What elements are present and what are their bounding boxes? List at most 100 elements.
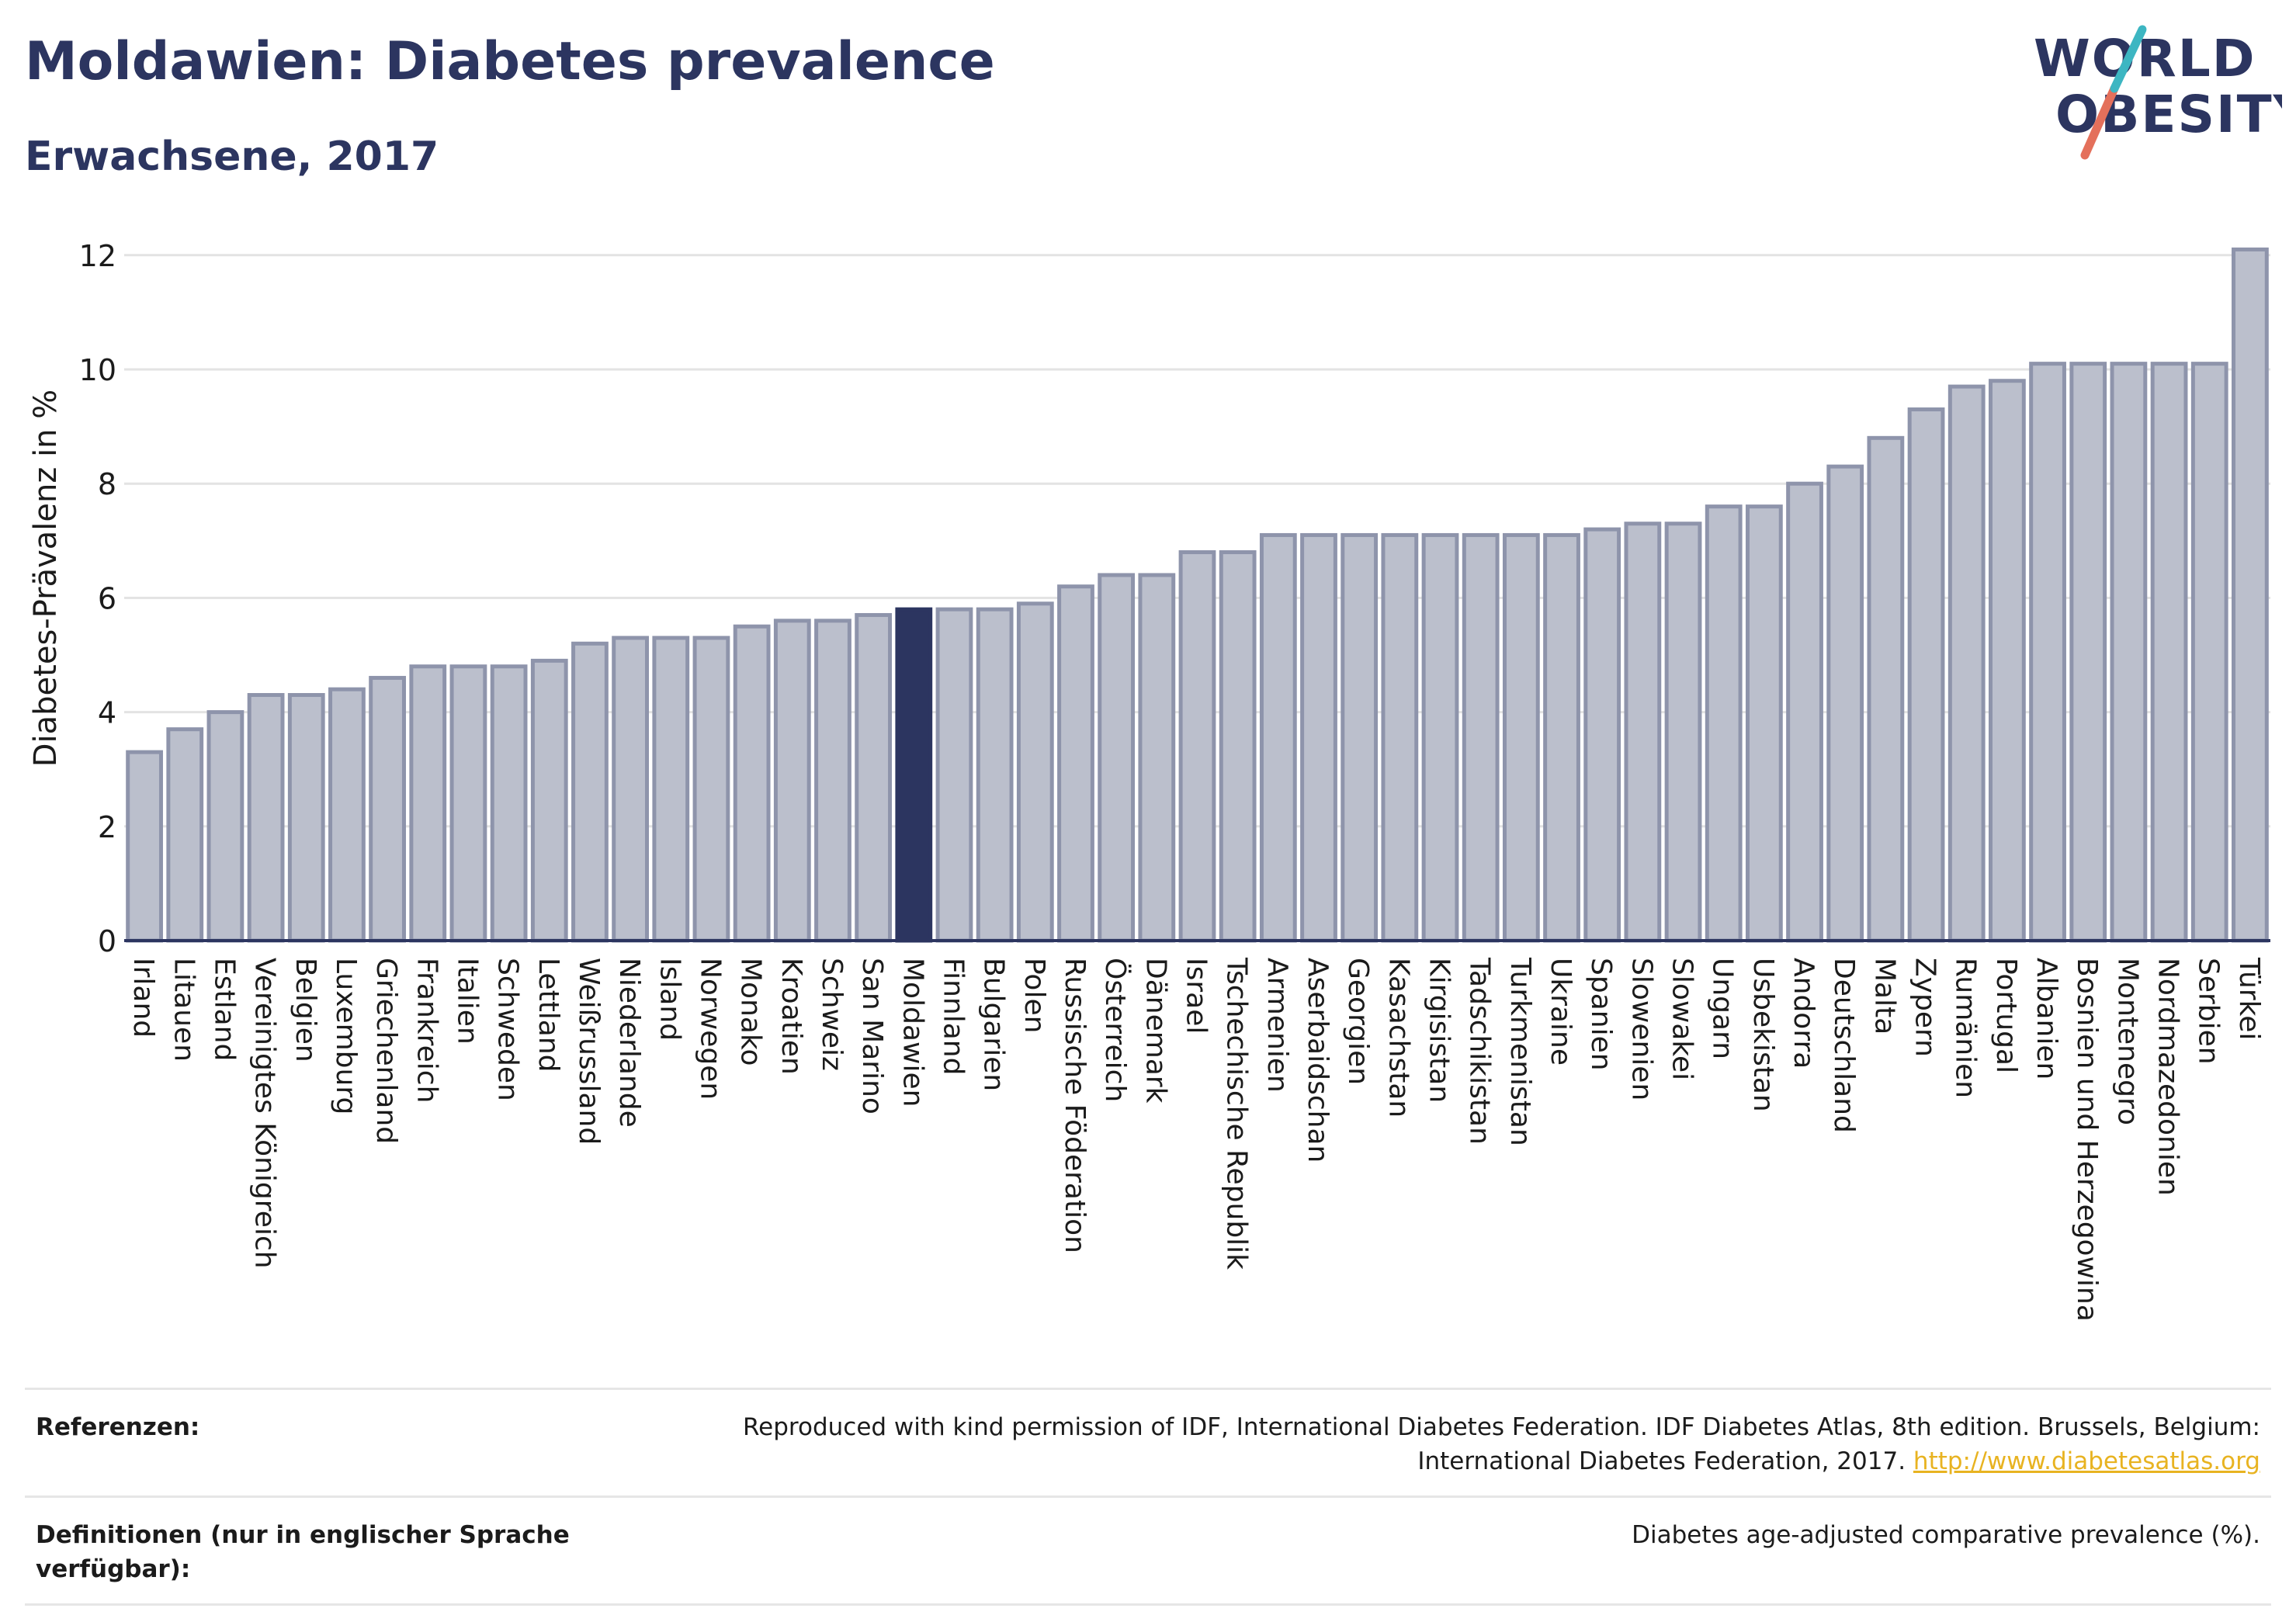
references-row: Referenzen: Reproduced with kind permiss…: [25, 1388, 2271, 1495]
bar-belgien[interactable]: [287, 693, 325, 943]
bar-kirgisistan[interactable]: [1421, 532, 1459, 943]
bar-russische-föderation[interactable]: [1057, 584, 1094, 943]
x-tick-label: Kirgisistan: [1424, 958, 1455, 1103]
bar-aserbaidschan[interactable]: [1300, 532, 1337, 943]
x-tick-label: Slowenien: [1625, 958, 1657, 1100]
x-tick-label: Dänemark: [1139, 958, 1171, 1104]
x-tick-label: San Marino: [856, 958, 888, 1114]
x-tick-label: Moldawien: [897, 958, 928, 1107]
bar-niederlande[interactable]: [612, 636, 650, 943]
bar-moldawien[interactable]: [895, 607, 933, 943]
bar-finnland[interactable]: [935, 607, 973, 943]
x-tick-label: Ungarn: [1707, 958, 1739, 1059]
x-tick-label: Tschechische Republik: [1221, 957, 1253, 1270]
y-tick-label: 10: [79, 353, 116, 387]
bar-frankreich[interactable]: [409, 664, 447, 943]
y-tick-label: 12: [79, 239, 116, 273]
x-tick-label: Griechenland: [370, 958, 402, 1144]
y-tick-label: 6: [98, 581, 116, 615]
x-tick-label: Schweden: [492, 958, 524, 1101]
bar-dänemark[interactable]: [1138, 573, 1176, 943]
x-tick-label: Kasachstan: [1382, 958, 1414, 1118]
bar-israel[interactable]: [1178, 550, 1216, 943]
bar-turkmenistan[interactable]: [1502, 532, 1540, 943]
x-tick-label: Usbekistan: [1747, 958, 1779, 1112]
bar-polen[interactable]: [1016, 601, 1054, 943]
bar-schweden[interactable]: [490, 664, 528, 943]
x-tick-label: Nordmazedonien: [2152, 958, 2184, 1196]
references-link[interactable]: http://www.diabetesatlas.org: [1913, 1447, 2260, 1475]
y-tick-label: 2: [98, 810, 116, 844]
bar-vereinigtes-königreich[interactable]: [247, 693, 285, 943]
bar-rumänien[interactable]: [1947, 384, 1986, 943]
x-tick-label: Albanien: [2031, 958, 2062, 1080]
x-tick-label: Andorra: [1788, 958, 1819, 1069]
bar-schweiz[interactable]: [814, 619, 851, 943]
bar-norwegen[interactable]: [692, 636, 730, 943]
x-tick-label: Österreich: [1099, 958, 1132, 1102]
x-tick-label: Malta: [1868, 958, 1900, 1035]
bar-nordmazedonien[interactable]: [2150, 362, 2188, 943]
x-tick-label: Luxemburg: [330, 958, 362, 1114]
bar-italien[interactable]: [449, 664, 487, 943]
bar-portugal[interactable]: [1989, 379, 2026, 943]
bar-estland[interactable]: [206, 710, 245, 943]
x-tick-label: Slowakei: [1667, 958, 1698, 1080]
bar-andorra[interactable]: [1786, 481, 1823, 943]
x-tick-label: Zypern: [1909, 958, 1941, 1057]
x-tick-label: Niederlande: [613, 958, 645, 1128]
bar-tschechische-republik[interactable]: [1219, 550, 1257, 943]
bar-bulgarien[interactable]: [976, 607, 1014, 943]
definitions-label: Definitionen (nur in englischer Sprache …: [36, 1521, 570, 1583]
x-tick-label: Israel: [1181, 958, 1212, 1034]
references-label: Referenzen:: [36, 1413, 200, 1441]
definitions-row: Definitionen (nur in englischer Sprache …: [25, 1495, 2271, 1606]
bar-zypern[interactable]: [1907, 407, 1945, 943]
bar-kroatien[interactable]: [773, 619, 811, 943]
bar-bosnien-und-herzegowina[interactable]: [2069, 362, 2107, 943]
x-tick-label: Vereinigtes Königreich: [249, 958, 281, 1269]
bar-malta[interactable]: [1867, 435, 1905, 943]
x-tick-label: Italien: [451, 958, 483, 1045]
footer-table: Referenzen: Reproduced with kind permiss…: [25, 1388, 2271, 1606]
x-tick-label: Finnland: [937, 958, 969, 1075]
bar-litauen[interactable]: [166, 727, 204, 943]
bar-kasachstan[interactable]: [1381, 532, 1419, 943]
bar-chart: 0 2 4 6 8 10 12 Irland Litauen Estland Vereinigte…: [28, 239, 2270, 1322]
bar-lettland[interactable]: [530, 658, 568, 943]
bar-monako[interactable]: [733, 624, 771, 943]
bar-georgien[interactable]: [1340, 532, 1379, 943]
bar-armenien[interactable]: [1259, 532, 1297, 943]
y-tick-label: 0: [98, 924, 116, 958]
page-title: Moldawien: Diabetes prevalence: [25, 31, 995, 92]
bar-slowakei[interactable]: [1664, 522, 1702, 943]
x-tick-label: Kroatien: [775, 958, 807, 1075]
y-tick-labels: 0 2 4 6 8 10 12: [79, 239, 116, 958]
bar-deutschland[interactable]: [1826, 464, 1864, 943]
bar-griechenland[interactable]: [369, 675, 406, 943]
x-tick-label: Russische Föderation: [1059, 958, 1091, 1253]
bar-österreich[interactable]: [1098, 573, 1136, 943]
bar-tadschikistan[interactable]: [1462, 532, 1500, 943]
bar-luxemburg[interactable]: [328, 687, 366, 943]
bar-montenegro[interactable]: [2110, 362, 2148, 943]
bar-san-marino[interactable]: [855, 612, 893, 943]
x-tick-label: Deutschland: [1828, 958, 1860, 1133]
bar-slowenien[interactable]: [1624, 522, 1662, 943]
bar-island[interactable]: [652, 636, 690, 943]
bar-irland[interactable]: [126, 750, 163, 943]
bar-türkei[interactable]: [2232, 247, 2269, 943]
x-tick-label: Türkei: [2233, 957, 2265, 1040]
x-tick-label: Litauen: [168, 958, 199, 1062]
bar-ukraine[interactable]: [1543, 532, 1580, 943]
bar-albanien[interactable]: [2029, 362, 2066, 943]
bar-spanien[interactable]: [1583, 527, 1621, 943]
x-tick-label: Portugal: [1990, 958, 2022, 1073]
x-tick-label: Montenegro: [2111, 958, 2143, 1125]
bar-weißrussland[interactable]: [571, 641, 609, 943]
bar-ungarn[interactable]: [1705, 504, 1743, 943]
bar-serbien[interactable]: [2190, 362, 2228, 943]
bar-usbekistan[interactable]: [1745, 504, 1783, 943]
x-tick-label: Island: [654, 958, 685, 1041]
x-tick-label: Estland: [208, 958, 240, 1061]
